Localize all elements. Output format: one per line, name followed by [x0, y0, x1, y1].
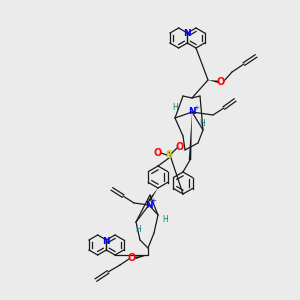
Text: +: + — [150, 198, 156, 204]
Text: N: N — [145, 200, 153, 209]
Text: O: O — [176, 142, 184, 152]
Text: +: + — [193, 105, 199, 111]
Polygon shape — [148, 188, 158, 202]
Polygon shape — [189, 112, 192, 160]
Text: O: O — [128, 253, 136, 263]
Text: O: O — [217, 77, 225, 87]
Text: H: H — [172, 103, 178, 112]
Text: H: H — [162, 215, 168, 224]
Text: S: S — [165, 150, 172, 160]
Text: N: N — [103, 236, 110, 245]
Text: N: N — [184, 29, 191, 38]
Text: O: O — [154, 148, 162, 158]
Polygon shape — [208, 80, 219, 83]
Polygon shape — [135, 255, 148, 259]
Text: N: N — [188, 107, 196, 116]
Text: H: H — [199, 119, 205, 128]
Text: H: H — [135, 226, 141, 235]
